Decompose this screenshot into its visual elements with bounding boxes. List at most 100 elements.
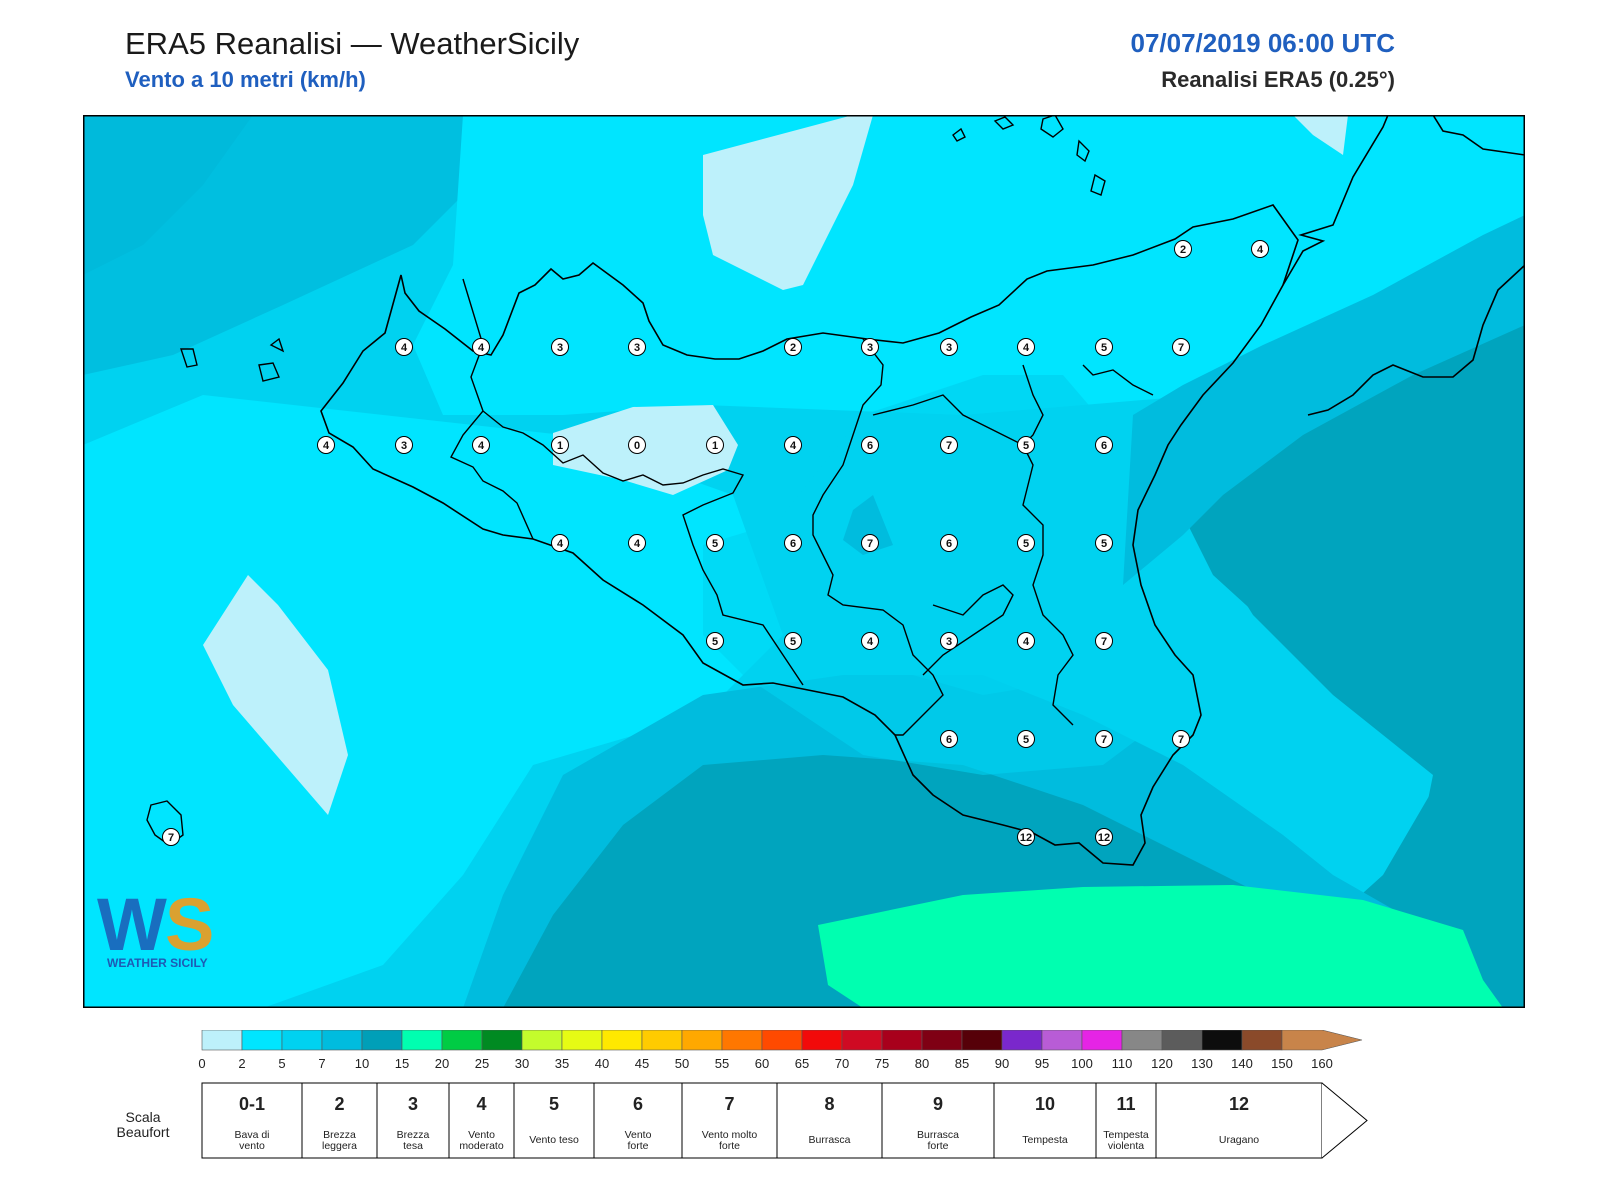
beaufort-description: Tempesta <box>1103 1129 1149 1141</box>
colorbar-ticks: 0 2 5 7 10 15 20 25 30 35 40 45 50 55 60 65 70 75 80 85 90 95… <box>198 1056 1332 1071</box>
station-circle <box>551 436 569 454</box>
svg-text:W: W <box>97 883 167 966</box>
station-circle <box>1095 436 1113 454</box>
colorbar-segment <box>1081 1030 1123 1051</box>
station-marker: 3 <box>940 338 958 356</box>
station-circle <box>784 632 802 650</box>
beaufort-class: 10 Tempesta <box>993 1082 1097 1159</box>
station-value: 7 <box>946 440 952 452</box>
station-value: 7 <box>1178 734 1184 746</box>
colorbar-segment <box>1281 1030 1363 1051</box>
field-calm-sicily <box>553 405 738 495</box>
data-source: Reanalisi ERA5 (0.25°) <box>1161 67 1395 92</box>
station-circle <box>628 534 646 552</box>
station-circle <box>551 534 569 552</box>
station-marker: 4 <box>395 338 413 356</box>
station-value: 3 <box>867 342 873 354</box>
station-circle <box>395 338 413 356</box>
field-interior-spot <box>843 495 893 555</box>
beaufort-box <box>593 1082 683 1159</box>
field-south-green <box>818 885 1503 1008</box>
colorbar-segment <box>841 1030 883 1051</box>
beaufort-description: Vento <box>625 1129 652 1141</box>
station-marker: 5 <box>1095 338 1113 356</box>
beaufort-description: Vento molto <box>702 1129 758 1141</box>
colorbar-tick-label: 45 <box>635 1056 649 1071</box>
map-subtitle: Vento a 10 metri (km/h) <box>125 67 366 92</box>
station-marker: 1 <box>551 436 569 454</box>
map-title: ERA5 Reanalisi — WeatherSicily <box>125 26 580 61</box>
colorbar-segment <box>1201 1030 1243 1051</box>
station-marker: 7 <box>940 436 958 454</box>
colorbar-tick-label: 2 <box>238 1056 245 1071</box>
station-value: 5 <box>790 636 796 648</box>
station-circle <box>472 436 490 454</box>
colorbar-segment <box>1241 1030 1283 1051</box>
station-value: 6 <box>867 440 873 452</box>
beaufort-number: 11 <box>1116 1094 1135 1114</box>
station-marker: 4 <box>1017 632 1035 650</box>
colorbar-segment <box>761 1030 803 1051</box>
beaufort-number: 2 <box>334 1094 344 1114</box>
station-marker: 12 <box>1095 828 1113 846</box>
station-value: 7 <box>1178 342 1184 354</box>
station-value: 6 <box>1101 440 1107 452</box>
colorbar-segment <box>521 1030 563 1051</box>
station-circle <box>940 632 958 650</box>
station-circle <box>472 338 490 356</box>
beaufort-description: Vento teso <box>529 1134 579 1146</box>
colorbar-tick-label: 95 <box>1035 1056 1049 1071</box>
station-circle <box>1017 730 1035 748</box>
colorbar-segment <box>1041 1030 1083 1051</box>
station-marker: 7 <box>162 828 180 846</box>
station-circle <box>1172 730 1190 748</box>
beaufort-description: vento <box>239 1140 265 1152</box>
station-value: 4 <box>1257 244 1264 256</box>
station-value: 3 <box>401 440 407 452</box>
beaufort-description: Vento <box>468 1129 495 1141</box>
colorbar-tick-label: 80 <box>915 1056 929 1071</box>
colorbar-tick-label: 140 <box>1231 1056 1253 1071</box>
colorbar-segment <box>481 1030 523 1051</box>
field-calm-north <box>703 115 873 290</box>
station-circle <box>784 338 802 356</box>
station-markers: 2 4 4 4 3 3 2 3 3 4 5 7 4 3 4 1 0 1 4 6 7 5 6 4 4 5 6 7 6 5 5 5 5 4 3 4 7 6 5 7… <box>162 240 1269 846</box>
sicily-coastline <box>320 204 1299 866</box>
station-marker: 7 <box>1095 730 1113 748</box>
colorbar-tick-label: 110 <box>1112 1056 1133 1071</box>
station-circle <box>1095 338 1113 356</box>
station-marker: 6 <box>1095 436 1113 454</box>
colorbar-tick-label: 100 <box>1071 1056 1093 1071</box>
station-marker: 4 <box>628 534 646 552</box>
svg-text:S: S <box>165 883 214 966</box>
station-value: 4 <box>790 440 797 452</box>
beaufort-description: Tempesta <box>1022 1134 1068 1146</box>
station-value: 6 <box>946 538 952 550</box>
colorbar-tick-label: 75 <box>875 1056 889 1071</box>
colorbar-segment <box>1121 1030 1163 1051</box>
station-value: 1 <box>712 440 718 452</box>
logo-text: WEATHER SICILY <box>107 956 208 970</box>
colorbar-segment <box>321 1030 363 1051</box>
beaufort-number: 0-1 <box>239 1094 265 1114</box>
station-circle <box>628 338 646 356</box>
station-marker: 4 <box>317 436 335 454</box>
colorbar-segment <box>241 1030 283 1051</box>
station-circle <box>940 730 958 748</box>
station-value: 7 <box>1101 636 1107 648</box>
station-circle <box>706 436 724 454</box>
station-circle <box>861 632 879 650</box>
beaufort-number: 3 <box>408 1094 418 1114</box>
station-marker: 6 <box>784 534 802 552</box>
station-circle <box>940 534 958 552</box>
station-value: 5 <box>1101 342 1107 354</box>
map-frame <box>83 115 1525 1008</box>
colorbar-tick-label: 25 <box>475 1056 489 1071</box>
colorbar-tick-label: 10 <box>355 1056 369 1071</box>
beaufort-description: Brezza <box>323 1129 356 1141</box>
beaufort-class: 12 Uragano <box>1155 1082 1323 1159</box>
